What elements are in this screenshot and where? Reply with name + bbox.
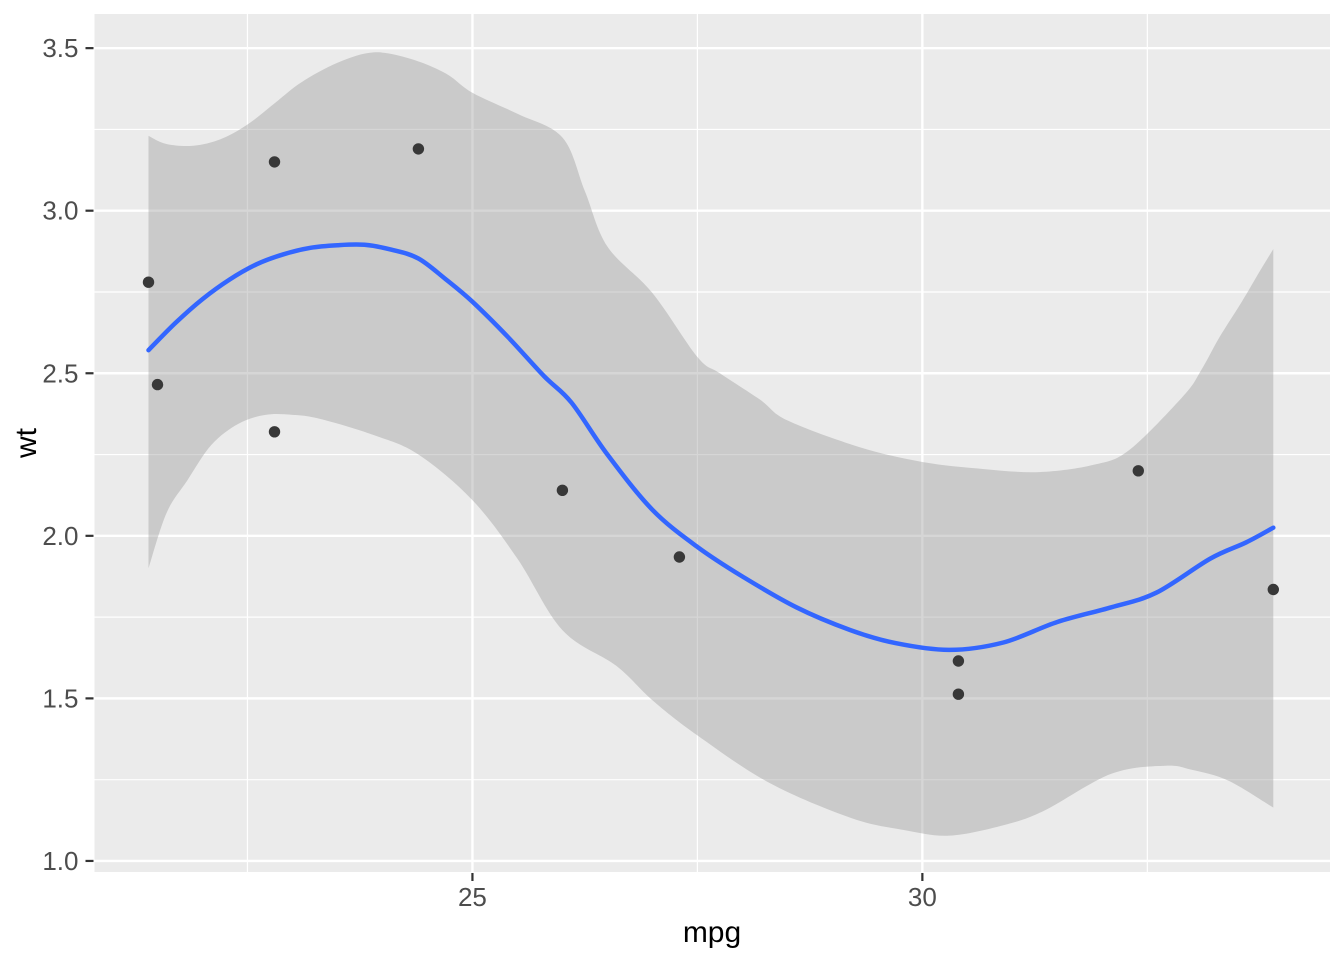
smooth-line-path [146, 242, 1276, 653]
y-tick-label: 2.5 [42, 358, 78, 388]
data-point [1132, 465, 1145, 477]
data-point [151, 378, 164, 391]
plot-panel [94, 14, 1330, 872]
data-point [268, 156, 281, 168]
y-axis-title: wt [10, 428, 43, 458]
data-point [268, 426, 281, 438]
y-tick-label: 3.0 [42, 196, 78, 226]
grid-major-lines [94, 14, 1330, 872]
data-point [556, 484, 569, 496]
x-tick-label: 25 [458, 882, 487, 912]
data-points [142, 143, 1280, 700]
data-point [142, 276, 155, 288]
y-tick-label: 1.0 [42, 846, 78, 876]
axis-tick-labels: 25 30 1.0 1.5 2.0 2.5 3.0 3.5 [42, 33, 936, 912]
data-point [952, 688, 965, 700]
y-tick-label: 1.5 [42, 683, 78, 713]
y-tick-label: 2.0 [42, 521, 78, 551]
axis-tick-marks [85, 47, 924, 881]
confidence-ribbon [148, 52, 1274, 836]
y-tick-label: 3.5 [42, 33, 78, 63]
panel-background [94, 14, 1330, 872]
data-point [673, 551, 686, 563]
ribbon-area [148, 52, 1274, 836]
data-point [952, 655, 965, 667]
smooth-line [146, 242, 1276, 653]
x-axis-title: mpg [682, 916, 742, 949]
data-point [1267, 583, 1280, 596]
grid-minor-lines [94, 14, 1330, 872]
data-point [412, 143, 425, 155]
x-tick-label: 30 [908, 882, 937, 912]
